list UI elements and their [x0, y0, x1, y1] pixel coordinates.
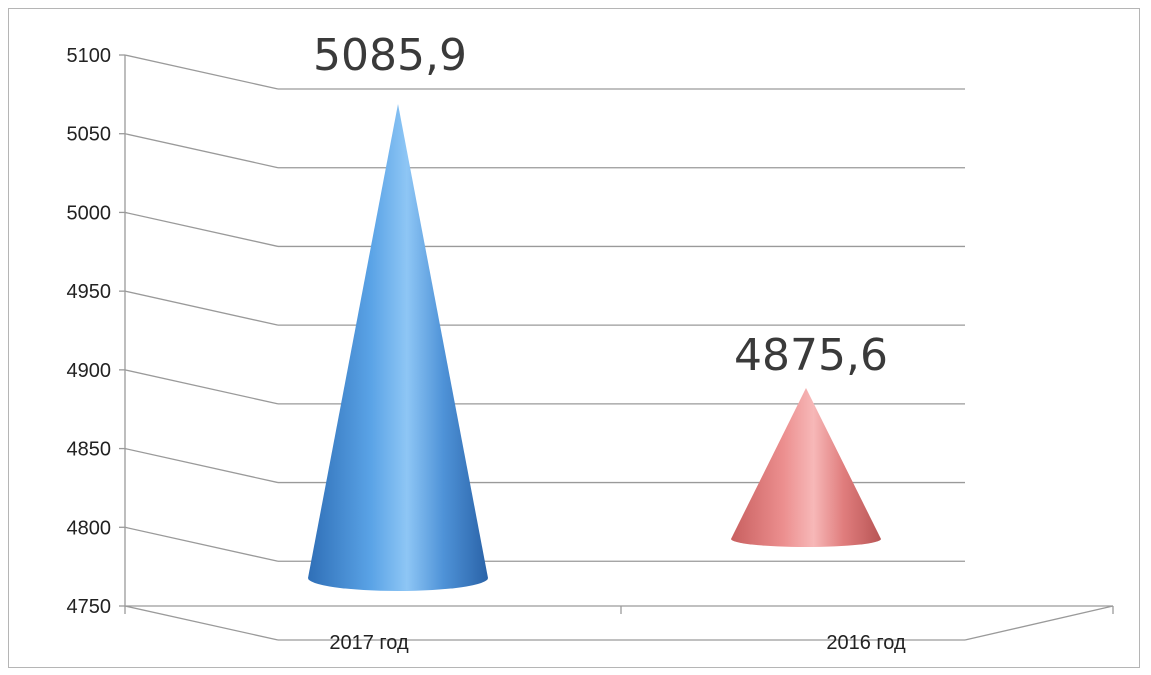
gridline-depth-4950	[124, 290, 279, 326]
cone-2016-год	[731, 388, 881, 547]
cone-2017-год	[308, 104, 488, 591]
gridline-depth-4900	[124, 369, 279, 405]
y-tick-label-4900: 4900	[67, 360, 112, 382]
y-tick-label-5000: 5000	[67, 202, 112, 224]
y-tick-label-4800: 4800	[67, 517, 112, 539]
gridline-depth-5000	[124, 211, 279, 248]
axis-layer	[119, 54, 1114, 641]
floor-right-edge	[964, 605, 1114, 641]
y-tick-label-4750: 4750	[67, 596, 112, 618]
x-category-label-0: 2017 год	[329, 632, 409, 654]
x-category-label-1: 2016 год	[826, 632, 906, 654]
gridline-depth-5100	[124, 54, 279, 90]
gridline-depth-4850	[124, 447, 279, 484]
mark-layer	[308, 104, 881, 591]
y-tick-label-4950: 4950	[67, 281, 112, 303]
data-label-0: 5085,9	[313, 30, 467, 81]
floor-left-edge	[124, 605, 279, 641]
chart-frame	[8, 8, 1140, 668]
gridline-depth-4800	[124, 526, 279, 562]
data-label-1: 4875,6	[734, 330, 888, 381]
gridline-depth-5050	[124, 133, 279, 169]
label-layer: 4750 4800 4850 4900 4950 5000 5050 5100 5085,9 20…	[67, 30, 906, 654]
y-tick-label-5100: 5100	[67, 45, 112, 67]
y-tick-label-4850: 4850	[67, 439, 112, 461]
y-tick-label-5050: 5050	[67, 124, 112, 146]
